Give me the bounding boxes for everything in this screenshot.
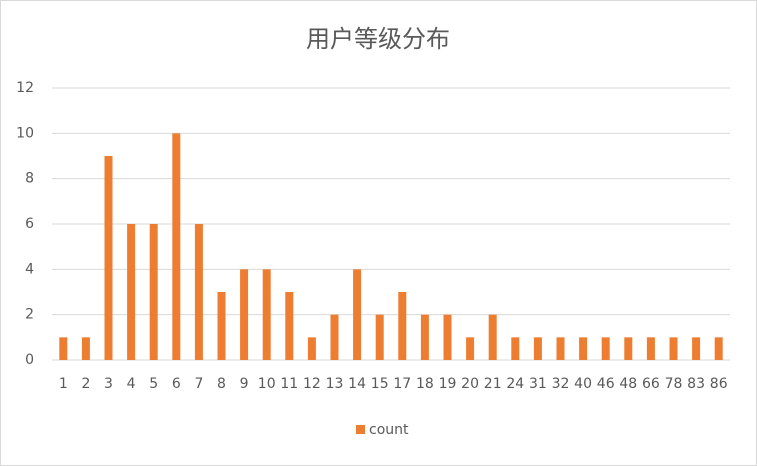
bar (692, 337, 701, 360)
x-tick-label: 6 (172, 376, 181, 392)
bar (172, 133, 181, 360)
bar (466, 337, 475, 360)
x-tick-label: 12 (303, 376, 321, 392)
x-tick-label: 19 (439, 376, 457, 392)
bar (127, 224, 136, 360)
y-tick-label: 8 (25, 171, 34, 187)
y-tick-label: 2 (25, 307, 34, 323)
x-tick-label: 46 (597, 376, 615, 392)
x-tick-label: 86 (710, 376, 728, 392)
y-tick-label: 12 (16, 80, 34, 96)
x-tick-label: 21 (484, 376, 502, 392)
bar (262, 269, 271, 360)
bar (398, 292, 407, 360)
bar (443, 314, 452, 360)
x-tick-label: 20 (461, 376, 479, 392)
x-tick-label: 7 (194, 376, 203, 392)
x-tick-label: 78 (665, 376, 683, 392)
bar (59, 337, 68, 360)
x-tick-label: 40 (574, 376, 592, 392)
x-tick-label: 66 (642, 376, 660, 392)
bar (194, 224, 203, 360)
bar (714, 337, 723, 360)
bar (579, 337, 588, 360)
bar (556, 337, 565, 360)
x-tick-label: 83 (687, 376, 705, 392)
bar (217, 292, 226, 360)
bar (488, 314, 497, 360)
x-tick-label: 9 (240, 376, 249, 392)
x-tick-label: 14 (348, 376, 366, 392)
bar (307, 337, 316, 360)
y-tick-label: 0 (25, 352, 34, 368)
bar (353, 269, 362, 360)
bar (624, 337, 633, 360)
x-tick-label: 17 (393, 376, 411, 392)
x-tick-label: 4 (127, 376, 136, 392)
bar (533, 337, 542, 360)
bar (420, 314, 429, 360)
bar (149, 224, 158, 360)
y-tick-label: 4 (25, 261, 34, 277)
bar (240, 269, 249, 360)
x-tick-label: 18 (416, 376, 434, 392)
bar (669, 337, 678, 360)
bar (81, 337, 90, 360)
bar (104, 156, 113, 360)
legend-label: count (369, 422, 409, 438)
x-tick-label: 3 (104, 376, 113, 392)
x-tick-label: 31 (529, 376, 547, 392)
legend-swatch (356, 425, 365, 434)
chart-title: 用户等级分布 (306, 25, 450, 53)
bar (601, 337, 610, 360)
x-tick-label: 2 (81, 376, 90, 392)
bar (285, 292, 294, 360)
y-tick-label: 6 (25, 216, 34, 232)
x-tick-label: 11 (280, 376, 298, 392)
y-tick-label: 10 (16, 125, 34, 141)
x-tick-label: 13 (326, 376, 344, 392)
bar (511, 337, 520, 360)
bar (330, 314, 339, 360)
bar (375, 314, 384, 360)
x-tick-label: 8 (217, 376, 226, 392)
x-tick-label: 10 (258, 376, 276, 392)
bar (646, 337, 655, 360)
x-tick-label: 24 (506, 376, 524, 392)
x-tick-label: 48 (619, 376, 637, 392)
x-tick-label: 5 (149, 376, 158, 392)
x-tick-label: 15 (371, 376, 389, 392)
x-tick-label: 1 (59, 376, 68, 392)
x-tick-label: 32 (552, 376, 570, 392)
